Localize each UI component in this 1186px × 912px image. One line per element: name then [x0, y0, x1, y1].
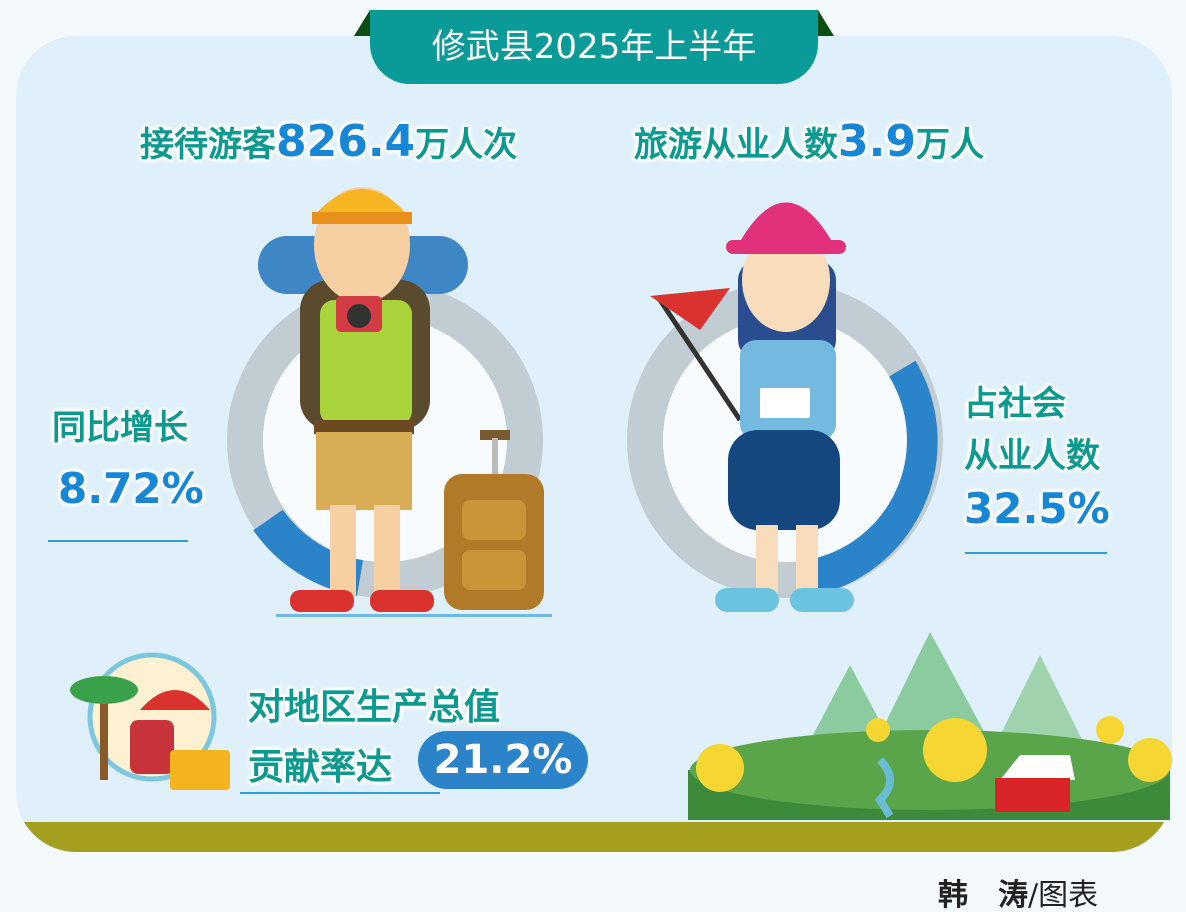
visitors-value: 826.4 [276, 116, 416, 167]
hiker-with-flag-illustration [650, 202, 854, 612]
growth-value: 8.72% [58, 464, 204, 513]
share-underline [965, 552, 1107, 554]
visitors-stat: 接待游客826.4万人次 [140, 116, 517, 167]
gdp-value: 21.2% [418, 731, 588, 789]
backpacker-illustration [258, 187, 552, 617]
share-label-line1: 占社会 [964, 384, 1066, 424]
credit-suffix: /图表 [1028, 878, 1099, 912]
gdp-label-line1: 对地区生产总值 [248, 687, 501, 728]
growth-label: 同比增长 [52, 408, 188, 448]
visitors-label: 接待游客 [140, 125, 276, 165]
employees-label: 旅游从业人数 [634, 125, 838, 165]
gdp-label-line2: 贡献率达 [248, 747, 393, 788]
beach-vacation-icon [70, 652, 230, 790]
banner-fold-right [818, 10, 834, 36]
banner-fold-left [354, 10, 370, 36]
share-label-line2: 从业人数 [964, 436, 1100, 476]
employees-unit: 万人 [915, 125, 984, 165]
forest-village-illustration [688, 632, 1172, 820]
credit: 韩 涛/图表 [938, 870, 1098, 912]
employees-value: 3.9 [838, 116, 916, 167]
growth-underline [48, 540, 188, 542]
gdp-underline [240, 792, 440, 794]
share-value: 32.5% [964, 484, 1110, 533]
banner-title: 修武县2025年上半年 [370, 10, 818, 84]
ground-strip [16, 822, 1172, 852]
employees-stat: 旅游从业人数3.9万人 [634, 116, 984, 167]
share-ring-arc [797, 360, 938, 598]
credit-author: 韩 涛 [938, 878, 1028, 912]
visitors-unit: 万人次 [415, 125, 518, 165]
